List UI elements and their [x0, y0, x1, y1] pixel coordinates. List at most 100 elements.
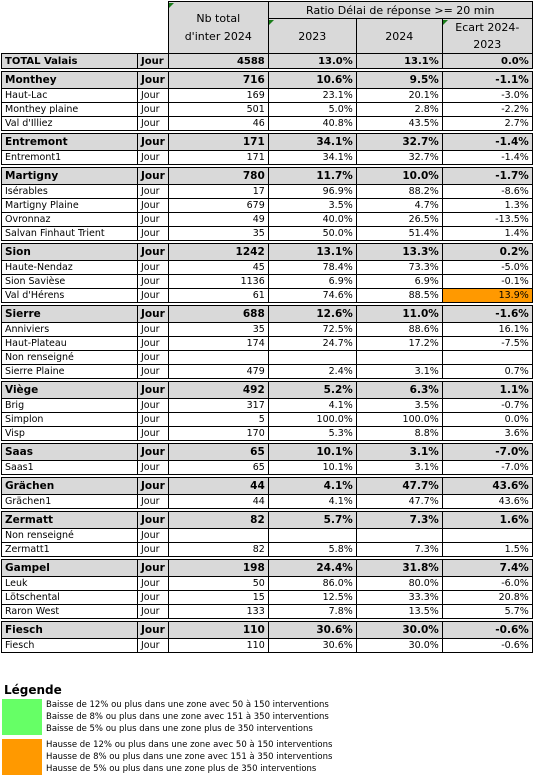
- row-ratio-2023: 34.1%: [267, 150, 357, 165]
- row-ratio-2023: 5.2%: [267, 381, 357, 399]
- row-ecart: -0.1%: [441, 274, 533, 289]
- row-nb: 1136: [167, 274, 269, 289]
- row-ratio-2023: 3.5%: [267, 198, 357, 213]
- row-ratio-2023: 72.5%: [267, 322, 357, 337]
- row-nb: 46: [167, 116, 269, 131]
- row-nb: 35: [167, 322, 269, 337]
- row-ratio-2024: 32.7%: [355, 150, 443, 165]
- row-nb: 110: [167, 638, 269, 653]
- row-ecart: -7.5%: [441, 336, 533, 351]
- row-period: Jour: [137, 260, 169, 275]
- row-name: Zermatt: [1, 511, 138, 529]
- response-time-table: Nb total d'inter 2024 Ratio Délai de répo…: [1, 1, 533, 653]
- row-ratio-2024: 20.1%: [355, 88, 443, 103]
- row-name: Anniviers: [1, 322, 138, 337]
- row-ratio-2024: 26.5%: [355, 212, 443, 227]
- row-name: Simplon: [1, 412, 138, 427]
- row-ecart: 0.2%: [441, 243, 533, 261]
- region-row: Sion Jour 1242 13.1% 13.3% 0.2%: [1, 243, 533, 261]
- zone-row: Fiesch Jour 110 30.6% 30.0% -0.6%: [1, 638, 533, 653]
- row-ratio-2023: [267, 350, 357, 365]
- zone-row: Visp Jour 170 5.3% 8.8% 3.6%: [1, 426, 533, 441]
- zone-row: Salvan Finhaut Trient Jour 35 50.0% 51.4% 1.4…: [1, 226, 533, 241]
- row-nb: 492: [167, 381, 269, 399]
- row-ecart: 0.0%: [441, 53, 533, 69]
- row-ratio-2024: 43.5%: [355, 116, 443, 131]
- zone-row: Grächen1 Jour 44 4.1% 47.7% 43.6%: [1, 494, 533, 509]
- legend-line: Hausse de 12% ou plus dans une zone avec…: [46, 740, 333, 750]
- row-period: Jour: [137, 398, 169, 413]
- row-ecart: -1.4%: [441, 150, 533, 165]
- zone-row: Sion Savièse Jour 1136 6.9% 6.9% -0.1%: [1, 274, 533, 289]
- row-ratio-2024: 73.3%: [355, 260, 443, 275]
- zone-row: Martigny Plaine Jour 679 3.5% 4.7% 1.3%: [1, 198, 533, 213]
- row-ecart: -1.1%: [441, 71, 533, 89]
- region-row: Martigny Jour 780 11.7% 10.0% -1.7%: [1, 167, 533, 185]
- row-period: Jour: [137, 150, 169, 165]
- row-period: Jour: [137, 528, 169, 543]
- row-ratio-2024: 51.4%: [355, 226, 443, 241]
- row-nb: 171: [167, 150, 269, 165]
- spacer: [1, 440, 533, 444]
- row-name: Fiesch: [1, 621, 138, 639]
- zone-row: Raron West Jour 133 7.8% 13.5% 5.7%: [1, 604, 533, 619]
- spacer: [1, 474, 533, 478]
- spacer: [1, 68, 533, 72]
- row-ratio-2024: 11.0%: [355, 305, 443, 323]
- region-row: Zermatt Jour 82 5.7% 7.3% 1.6%: [1, 511, 533, 529]
- row-name: Martigny Plaine: [1, 198, 138, 213]
- row-ratio-2023: 5.3%: [267, 426, 357, 441]
- row-ratio-2023: 13.0%: [267, 53, 357, 69]
- zone-row: Haute-Nendaz Jour 45 78.4% 73.3% -5.0%: [1, 260, 533, 275]
- row-nb: 44: [167, 477, 269, 495]
- row-name: Raron West: [1, 604, 138, 619]
- row-period: Jour: [137, 288, 169, 303]
- row-ecart: [441, 350, 533, 365]
- row-name: Viège: [1, 381, 138, 399]
- row-name: Saas: [1, 443, 138, 461]
- row-name: Monthey: [1, 71, 138, 89]
- row-nb: 65: [167, 443, 269, 461]
- region-row: Gampel Jour 198 24.4% 31.8% 7.4%: [1, 559, 533, 577]
- header-2023: 2023: [267, 18, 357, 54]
- row-ecart: 0.0%: [441, 412, 533, 427]
- region-row: Sierre Jour 688 12.6% 11.0% -1.6%: [1, 305, 533, 323]
- row-ratio-2024: 4.7%: [355, 198, 443, 213]
- row-name: Gampel: [1, 559, 138, 577]
- row-ratio-2024: 100.0%: [355, 412, 443, 427]
- row-ratio-2023: 30.6%: [267, 638, 357, 653]
- row-ratio-2024: 47.7%: [355, 494, 443, 509]
- row-nb: 82: [167, 511, 269, 529]
- row-ratio-2023: 34.1%: [267, 133, 357, 151]
- row-nb: 171: [167, 133, 269, 151]
- header-2024: 2024: [355, 18, 443, 54]
- row-period: Jour: [137, 102, 169, 117]
- region-row: Viège Jour 492 5.2% 6.3% 1.1%: [1, 381, 533, 399]
- row-name: Sierre Plaine: [1, 364, 138, 379]
- row-ecart: -6.0%: [441, 576, 533, 591]
- row-period: Jour: [137, 133, 169, 151]
- legend-decrease: Baisse de 12% ou plus dans une zone avec…: [2, 699, 532, 735]
- row-name: Val d'Illiez: [1, 116, 138, 131]
- row-nb: 198: [167, 559, 269, 577]
- zone-row: Lötschental Jour 15 12.5% 33.3% 20.8%: [1, 590, 533, 605]
- row-ratio-2023: 4.1%: [267, 477, 357, 495]
- row-name: Zermatt1: [1, 542, 138, 557]
- row-name: Sion: [1, 243, 138, 261]
- row-nb: 5: [167, 412, 269, 427]
- row-ecart: 13.9%: [441, 288, 533, 303]
- row-ratio-2024: 13.1%: [355, 53, 443, 69]
- header-ecart: Ecart 2024- 2023: [441, 18, 533, 54]
- row-period: Jour: [137, 381, 169, 399]
- legend-increase: Hausse de 12% ou plus dans une zone avec…: [2, 739, 532, 775]
- zone-row: Val d'Illiez Jour 46 40.8% 43.5% 2.7%: [1, 116, 533, 131]
- row-ecart: -5.0%: [441, 260, 533, 275]
- row-ratio-2024: 80.0%: [355, 576, 443, 591]
- row-period: Jour: [137, 412, 169, 427]
- row-ratio-2024: 2.8%: [355, 102, 443, 117]
- row-period: Jour: [137, 364, 169, 379]
- row-name: Martigny: [1, 167, 138, 185]
- row-ratio-2023: 23.1%: [267, 88, 357, 103]
- row-ratio-2023: 5.8%: [267, 542, 357, 557]
